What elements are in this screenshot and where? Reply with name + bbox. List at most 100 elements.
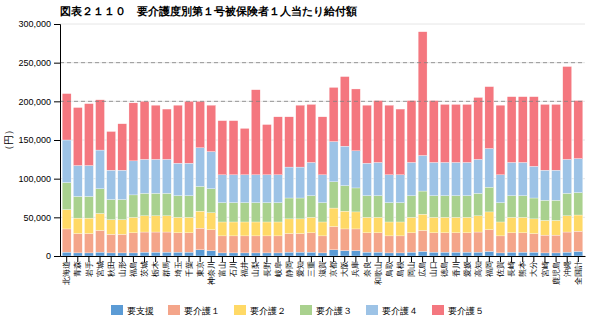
bar-segment	[452, 162, 461, 195]
bar-segment	[62, 183, 71, 210]
bar-segment	[507, 162, 516, 195]
bar-segment	[463, 104, 472, 162]
bar-segment	[196, 250, 205, 256]
bar-segment	[329, 142, 338, 182]
x-tick-label: 神奈川	[207, 261, 216, 285]
bar-segment	[196, 101, 205, 147]
x-tick-label: 秋田	[107, 261, 116, 277]
bar-segment	[351, 89, 360, 151]
x-tick-label: 福島	[129, 261, 138, 277]
grid-line	[60, 24, 585, 25]
bar-segment	[541, 235, 550, 253]
bar-segment	[407, 217, 416, 232]
bar-segment	[229, 121, 238, 175]
bar-segment	[518, 233, 527, 252]
bar-segment	[274, 117, 283, 175]
bar-segment	[474, 232, 483, 252]
bar-segment	[196, 148, 205, 187]
bar-segment	[296, 252, 305, 256]
bar-segment	[96, 213, 105, 230]
x-tick: 福島	[129, 256, 138, 277]
bar-segment	[307, 217, 316, 232]
bar-segment	[452, 104, 461, 162]
bar-segment	[207, 105, 216, 151]
x-tick: 山口	[429, 256, 438, 277]
bar-segment	[329, 208, 338, 227]
y-tick: 250,000	[18, 58, 60, 68]
x-tick-label: 東京	[196, 261, 205, 277]
bar-segment	[396, 236, 405, 253]
x-tick: 栃木	[151, 256, 160, 277]
legend-label: 要支援	[127, 306, 154, 316]
y-tick-label: 200,000	[18, 97, 51, 107]
x-tick: 全国計	[574, 256, 583, 285]
x-tick: 山梨	[251, 256, 260, 277]
x-tick-label: 北海道	[62, 261, 71, 285]
bar-segment	[318, 236, 327, 253]
bar-segment	[229, 236, 238, 253]
bar-segment	[518, 217, 527, 232]
y-axis: 050,000100,000150,000200,000250,000300,0…	[18, 19, 60, 261]
bar-segment	[218, 236, 227, 253]
bar-segment	[363, 105, 372, 163]
chart-container: 050,000100,000150,000200,000250,000300,0…	[0, 0, 595, 320]
reference-line	[60, 101, 585, 102]
bar-segment	[96, 150, 105, 189]
x-tick: 富山	[218, 256, 227, 277]
bar-segment	[507, 217, 516, 232]
bar-segment	[518, 196, 527, 218]
bar-segment	[107, 200, 116, 220]
bar-segment	[485, 149, 494, 188]
bar-segment	[207, 152, 216, 189]
bar-segment	[62, 229, 71, 252]
bar-segment	[173, 163, 182, 195]
bar-segment	[518, 252, 527, 256]
legend-label: 要介護３	[316, 306, 352, 316]
bar-segment	[452, 217, 461, 232]
bar-segment	[385, 222, 394, 236]
bar-segment	[185, 196, 194, 218]
bar-segment	[240, 203, 249, 222]
bar-segment	[529, 198, 538, 219]
bar-segment	[162, 216, 171, 232]
x-tick: 山形	[118, 256, 127, 277]
x-tick-label: 宮城	[96, 261, 105, 277]
bar-segment	[340, 77, 349, 147]
bar-segment	[262, 222, 271, 236]
x-tick: 青森	[73, 256, 82, 277]
bar-segment	[529, 252, 538, 256]
bar-segment	[84, 104, 93, 166]
grid-line	[60, 62, 585, 63]
legend-item: 要介護１	[168, 305, 220, 316]
y-tick-label: 250,000	[18, 58, 51, 68]
bar-segment	[440, 104, 449, 162]
bar-segment	[563, 232, 572, 252]
x-tick-label: 京都	[329, 261, 338, 277]
bar-segment	[285, 219, 294, 234]
bar-segment	[440, 162, 449, 195]
bar-segment	[507, 233, 516, 252]
bar-segment	[251, 203, 260, 222]
bar-segment	[485, 251, 494, 256]
bar-segment	[374, 252, 383, 256]
bar-segment	[563, 67, 572, 160]
bar-segment	[563, 159, 572, 193]
bar-segment	[440, 233, 449, 252]
y-tick-label: 100,000	[18, 174, 51, 184]
bar-segment	[529, 234, 538, 253]
y-tick: 100,000	[18, 174, 60, 184]
bar-segment	[173, 105, 182, 163]
x-tick-label: 愛知	[296, 261, 305, 277]
bar-segment	[296, 234, 305, 253]
x-tick: 大分	[529, 256, 538, 277]
y-tick: 300,000	[18, 19, 60, 29]
legend-item: 要介護２	[234, 305, 286, 316]
x-tick-label: 群馬	[162, 261, 171, 277]
x-tick-label: 滋賀	[318, 261, 327, 277]
x-tick-label: 熊本	[518, 261, 527, 277]
bar-segment	[251, 253, 260, 256]
x-tick-label: 長崎	[507, 261, 516, 277]
bar-segment	[396, 175, 405, 203]
x-tick-label: 埼玉	[174, 261, 183, 278]
bar-segment	[552, 253, 561, 256]
